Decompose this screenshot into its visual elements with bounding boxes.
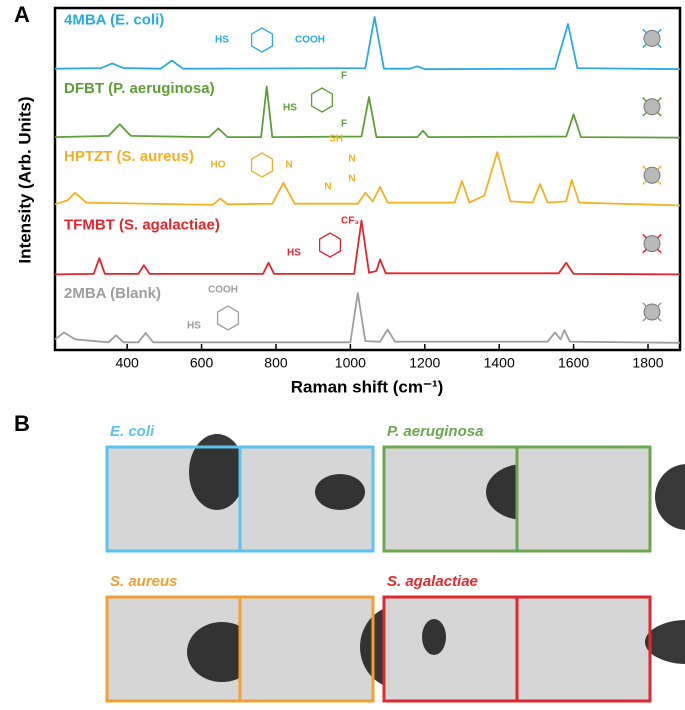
ligand [642, 43, 647, 49]
spectrum-line [54, 219, 681, 276]
ligand [642, 111, 647, 117]
tem-particle [315, 474, 365, 510]
structure-label: COOH [295, 35, 325, 46]
nanoparticle-icon [643, 166, 661, 184]
structure-label: N [348, 154, 355, 165]
panel-title: S. aureus [110, 573, 178, 590]
ligand [642, 165, 647, 171]
series-label: 2MBA (Blank) [64, 285, 161, 302]
structure-label: HS [187, 321, 201, 332]
structure-label: CF₃ [341, 216, 359, 227]
structure-label: SH [329, 134, 343, 145]
ligand [657, 111, 662, 117]
nanoparticle-icon [643, 29, 661, 47]
ligand [657, 97, 662, 102]
x-tick-label: 1000 [335, 355, 366, 371]
structure-label: N [285, 160, 292, 171]
structure-label: HO [211, 160, 226, 171]
molecule-ring [250, 152, 274, 178]
nanoparticle-icon [643, 235, 661, 253]
ligand [657, 28, 662, 34]
ligand [657, 233, 662, 239]
x-tick-label: 400 [115, 355, 139, 371]
ligand [642, 180, 647, 185]
x-tick-label: 1400 [484, 355, 515, 371]
ligand [657, 165, 662, 171]
ligand [657, 317, 662, 322]
panel-title: E. coli [110, 423, 155, 440]
structure-label: F [341, 71, 347, 82]
ligand [642, 317, 647, 322]
nanoparticle-icon [643, 98, 661, 116]
tem-particle [645, 620, 685, 664]
tem-particle [422, 619, 446, 655]
panel-title: P. aeruginosa [387, 423, 483, 440]
series-label: HPTZT (S. aureus) [64, 148, 194, 165]
structure-label: HS [215, 35, 229, 46]
panel-label: A [14, 2, 30, 27]
structure-label: F [341, 119, 347, 130]
ligand [642, 248, 647, 254]
x-tick-label: 1200 [409, 355, 440, 371]
tem-image [517, 447, 650, 551]
x-tick-label: 800 [264, 355, 288, 371]
x-tick-label: 1600 [558, 355, 589, 371]
ligand [642, 97, 647, 102]
series-label: TFMBT (S. agalactiae) [64, 217, 220, 234]
y-axis-label: Intensity (Arb. Units) [15, 96, 34, 263]
series-label: 4MBA (E. coli) [64, 11, 164, 28]
nanoparticle-icon [643, 303, 661, 321]
spectrum-line [54, 85, 681, 139]
ligand [642, 233, 647, 239]
series-label: DFBT (P. aeruginosa) [64, 80, 215, 97]
ligand [642, 28, 647, 34]
spectrum-line [54, 292, 681, 344]
spectrum-line [54, 151, 681, 207]
molecule-ring [250, 27, 274, 53]
x-tick-label: 600 [190, 355, 214, 371]
plot-frame [53, 6, 682, 352]
tem-image [240, 597, 373, 701]
ligand [657, 180, 662, 185]
ligand [657, 43, 662, 49]
tem-image [517, 597, 650, 701]
structure-label: N [348, 174, 355, 185]
panel-label: B [14, 411, 30, 436]
structure-label: HS [283, 103, 297, 114]
ligand [642, 302, 647, 307]
x-tick-label: 1800 [632, 355, 663, 371]
tem-image [384, 597, 517, 701]
tem-particle [655, 464, 685, 530]
spectrum-line [54, 16, 681, 71]
tem-particle [189, 434, 245, 510]
molecule-ring [318, 232, 342, 258]
structure-label: COOH [208, 285, 238, 296]
panel-title: S. agalactiae [387, 573, 478, 590]
molecule-ring [216, 305, 240, 331]
structure-label: HS [287, 248, 301, 259]
structure-label: N [324, 182, 331, 193]
molecule-ring [310, 87, 334, 113]
ligand [657, 248, 662, 254]
ligand [657, 302, 662, 307]
x-axis-label: Raman shift (cm⁻¹) [291, 377, 444, 396]
